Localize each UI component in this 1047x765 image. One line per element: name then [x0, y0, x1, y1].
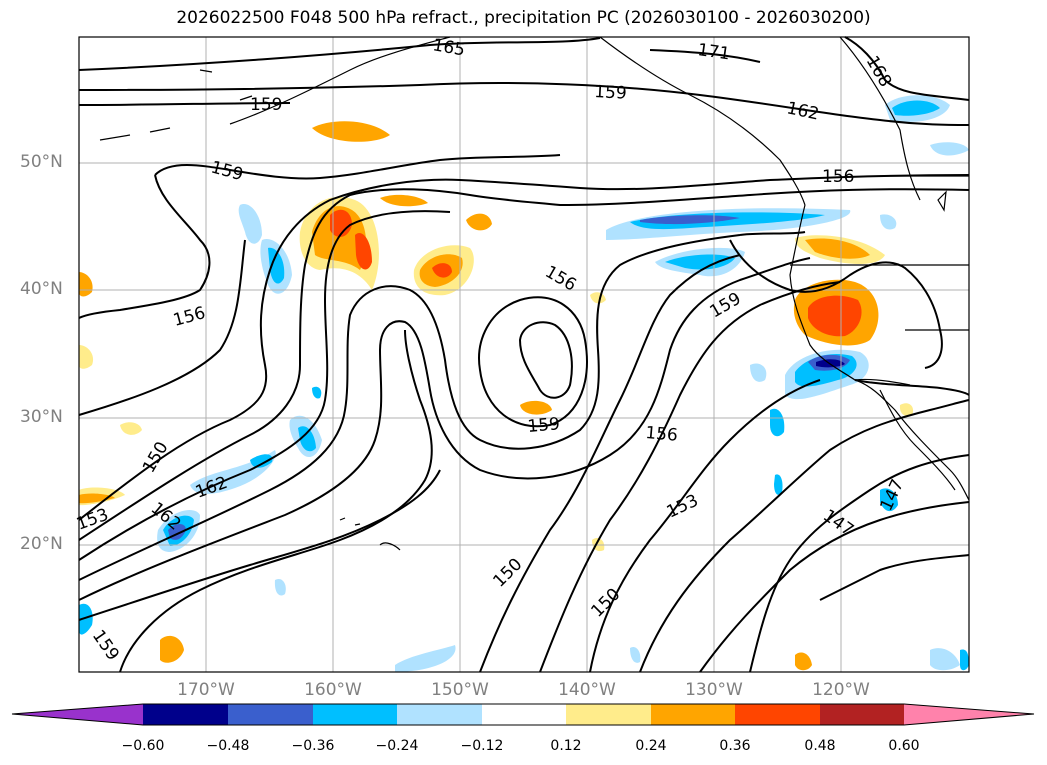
lon-label: 140°W — [547, 680, 627, 700]
contour-label: 159 — [594, 82, 627, 104]
contour-label: 156 — [645, 423, 679, 446]
contour-label: 156 — [822, 167, 854, 187]
lon-label: 130°W — [674, 680, 754, 700]
lon-label: 170°W — [166, 680, 246, 700]
colorbar-tick: 0.24 — [621, 738, 681, 754]
colorbar-extend-high — [904, 704, 1034, 725]
colorbar-tick: −0.60 — [113, 738, 173, 754]
colorbar-segment — [143, 704, 228, 725]
lat-label: 20°N — [20, 534, 63, 554]
colorbar-segment — [228, 704, 313, 725]
map-figure: 165 171 168 159 159 162 156 159 156 156 … — [0, 0, 1047, 765]
colorbar-tick: 0.60 — [874, 738, 934, 754]
colorbar-tick: 0.48 — [790, 738, 850, 754]
colorbar-tick: 0.12 — [536, 738, 596, 754]
colorbar-segment — [482, 704, 566, 725]
lon-label: 150°W — [420, 680, 500, 700]
lat-label: 40°N — [20, 279, 63, 299]
colorbar-tick: 0.36 — [705, 738, 765, 754]
colorbar-extend-low — [12, 704, 143, 725]
colorbar-segment — [735, 704, 820, 725]
colorbar-segment — [313, 704, 397, 725]
lat-label: 50°N — [20, 152, 63, 172]
colorbar-segment — [397, 704, 482, 725]
colorbar-tick: −0.12 — [452, 738, 512, 754]
lat-label: 30°N — [20, 407, 63, 427]
colorbar-segment — [820, 704, 904, 725]
colorbar-segment — [566, 704, 651, 725]
colorbar-tick: −0.36 — [283, 738, 343, 754]
colorbar-segment — [651, 704, 735, 725]
colorbar — [12, 704, 1034, 725]
lon-label: 120°W — [801, 680, 881, 700]
contour-label: 159 — [250, 95, 282, 115]
colorbar-tick: −0.48 — [198, 738, 258, 754]
lon-label: 160°W — [293, 680, 373, 700]
colorbar-tick: −0.24 — [367, 738, 427, 754]
contour-label: 159 — [527, 414, 561, 437]
